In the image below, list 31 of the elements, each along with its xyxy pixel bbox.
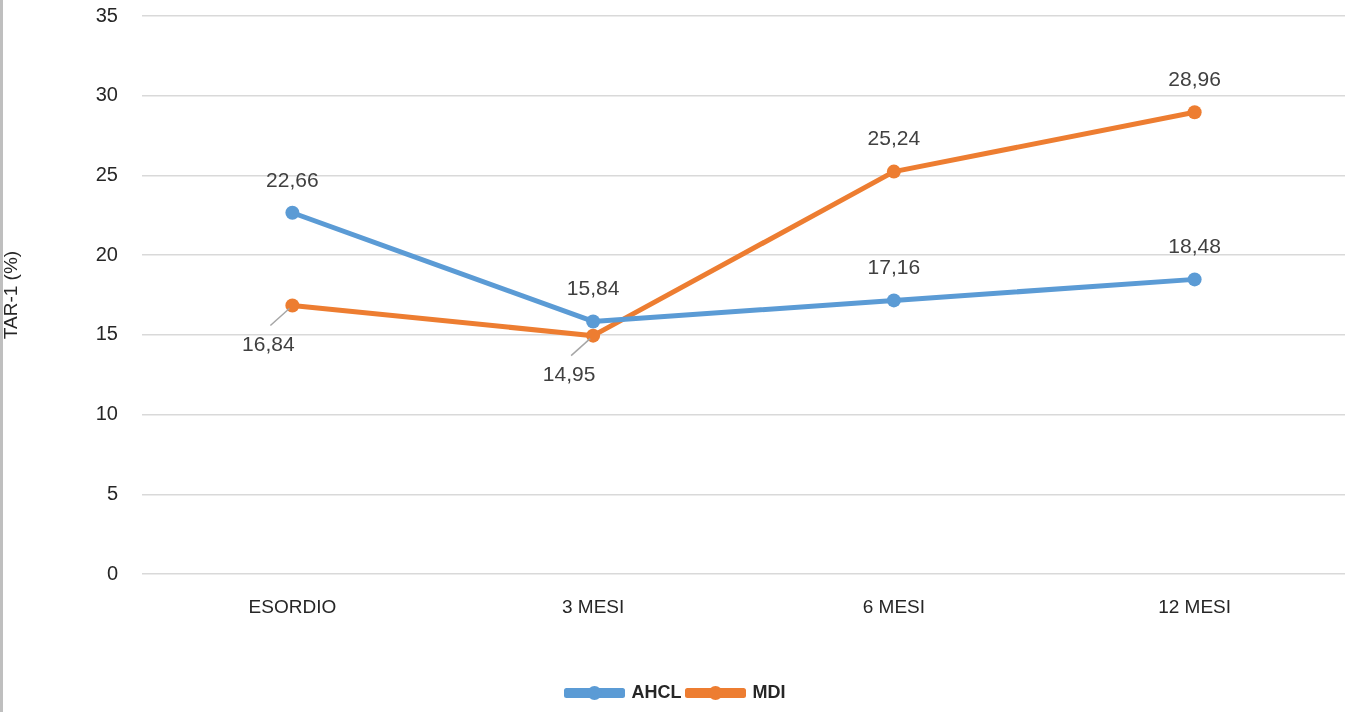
x-tick-label: 3 MESI (561, 595, 625, 617)
legend-label: AHCL (631, 681, 682, 702)
data-label: 18,48 (1168, 234, 1221, 258)
data-label: 14,95 (542, 362, 596, 386)
point (285, 205, 300, 220)
point (586, 314, 601, 329)
point (586, 328, 601, 343)
x-tick-label: ESORDIO (248, 595, 337, 617)
y-tick-label: 5 (106, 481, 118, 504)
y-tick-label: 10 (95, 402, 118, 425)
y-tick-label: 15 (95, 322, 118, 345)
y-tick-label: 20 (95, 242, 118, 265)
data-label: 17,16 (867, 255, 921, 279)
data-label: 22,66 (266, 167, 319, 191)
x-tick-label: 12 MESI (1158, 595, 1232, 617)
y-axis-title: TAR-1 (%) (0, 250, 21, 340)
y-tick-label: 25 (95, 162, 118, 185)
y-tick-label: 35 (95, 3, 118, 26)
data-label: 25,24 (867, 126, 921, 150)
y-tick-label: 30 (95, 83, 118, 106)
point (886, 293, 901, 308)
point (886, 164, 901, 179)
point (1187, 105, 1202, 120)
x-tick-label: 6 MESI (862, 595, 926, 617)
data-label: 28,96 (1168, 67, 1221, 91)
data-label: 16,84 (242, 332, 295, 356)
point (285, 298, 300, 313)
point (1187, 272, 1202, 287)
legend-label: MDI (752, 681, 786, 702)
y-tick-label: 0 (106, 561, 118, 584)
data-label: 15,84 (566, 276, 620, 300)
